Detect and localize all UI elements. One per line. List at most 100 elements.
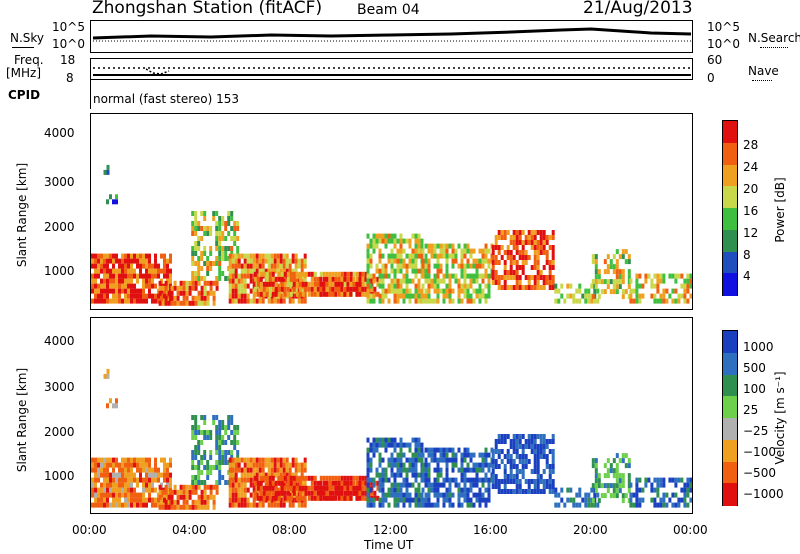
velocity-cell	[182, 499, 186, 505]
velocity-cell	[484, 462, 488, 468]
power-cell	[294, 268, 298, 274]
power-cell	[448, 253, 452, 259]
velocity-cell	[369, 487, 373, 493]
velocity-cell	[621, 498, 625, 504]
power-cell	[94, 268, 97, 274]
power-cell	[249, 258, 253, 264]
velocity-cell	[390, 457, 394, 463]
power-cell	[539, 275, 543, 280]
velocity-cell	[381, 482, 385, 488]
power-cell	[282, 268, 286, 274]
velocity-cell	[273, 502, 277, 508]
velocity-cell	[291, 502, 295, 508]
power-cell	[291, 298, 295, 304]
velocity-cell	[512, 459, 516, 464]
velocity-cell	[503, 434, 507, 439]
power-cell	[206, 280, 210, 286]
power-cell	[536, 265, 540, 270]
velocity-cell	[475, 477, 479, 483]
velocity-cell	[91, 482, 94, 488]
velocity-cell	[124, 462, 127, 468]
power-cell	[424, 263, 428, 269]
power-cell	[289, 271, 293, 277]
velocity-cell	[301, 475, 305, 481]
velocity-cell	[466, 477, 470, 483]
power-cell	[396, 268, 400, 274]
power-cell	[472, 278, 476, 284]
power-cell	[160, 268, 163, 274]
power-cell	[590, 298, 594, 304]
power-cell	[372, 248, 376, 254]
power-cell	[621, 269, 625, 275]
power-cell	[527, 240, 531, 245]
power-cell	[310, 286, 314, 292]
power-cell	[603, 289, 607, 295]
power-cell	[109, 268, 112, 274]
power-cell	[106, 258, 109, 264]
power-cell	[295, 271, 299, 277]
velocity-cell	[439, 482, 443, 488]
velocity-cell	[500, 489, 504, 494]
power-cell	[206, 226, 210, 231]
velocity-cell	[491, 454, 495, 459]
velocity-cell	[252, 502, 256, 508]
velocity-cell	[361, 475, 365, 481]
power-cell	[243, 298, 247, 304]
power-cell	[97, 263, 100, 269]
velocity-cell	[297, 462, 301, 468]
velocity-cell	[530, 479, 534, 484]
power-cell	[191, 246, 195, 251]
power-cell	[139, 298, 142, 304]
velocity-cell	[255, 467, 259, 473]
power-cell	[209, 290, 213, 296]
power-cell	[227, 216, 231, 221]
power-cell	[370, 276, 374, 282]
power-cell	[594, 269, 598, 275]
velocity-cell	[331, 475, 335, 481]
velocity-cell	[303, 497, 307, 503]
power-cell	[484, 268, 488, 274]
velocity-cell	[246, 502, 250, 508]
velocity-cell	[536, 449, 540, 454]
power-cell	[460, 273, 464, 279]
velocity-cell	[612, 468, 616, 474]
velocity-cell	[103, 467, 106, 473]
power-cell	[236, 226, 240, 231]
power-cell	[121, 258, 124, 264]
power-cell	[448, 273, 452, 279]
power-cell	[402, 288, 406, 294]
power-cell	[433, 243, 437, 249]
power-cell	[340, 286, 344, 292]
velocity-cell	[442, 452, 446, 458]
power-cell	[340, 271, 344, 277]
power-cell	[481, 258, 485, 264]
power-cell	[494, 270, 498, 275]
velocity-cell	[491, 464, 495, 469]
velocity-cell	[139, 497, 142, 503]
power-cell	[587, 293, 591, 299]
velocity-cell	[243, 492, 247, 498]
power-cell	[509, 240, 513, 245]
power-cell	[224, 226, 228, 231]
power-cell	[442, 293, 446, 299]
power-cell	[270, 268, 274, 274]
power-cell	[506, 285, 510, 290]
power-cell	[509, 260, 513, 265]
velocity-cell	[621, 478, 625, 484]
velocity-cell	[224, 440, 228, 445]
power-cell	[557, 288, 561, 294]
power-cell	[154, 293, 157, 299]
velocity-cell	[632, 502, 636, 508]
velocity-cell	[255, 492, 259, 498]
power-cell	[463, 273, 467, 279]
power-cell	[252, 268, 256, 274]
velocity-cell	[228, 487, 232, 493]
power-cell	[124, 273, 127, 279]
velocity-cell	[124, 472, 127, 478]
velocity-cell	[424, 457, 428, 463]
velocity-cell	[142, 477, 145, 483]
velocity-cell	[421, 462, 425, 468]
velocity-cell	[405, 442, 409, 448]
velocity-cell	[227, 420, 231, 425]
power-cell	[533, 285, 537, 290]
